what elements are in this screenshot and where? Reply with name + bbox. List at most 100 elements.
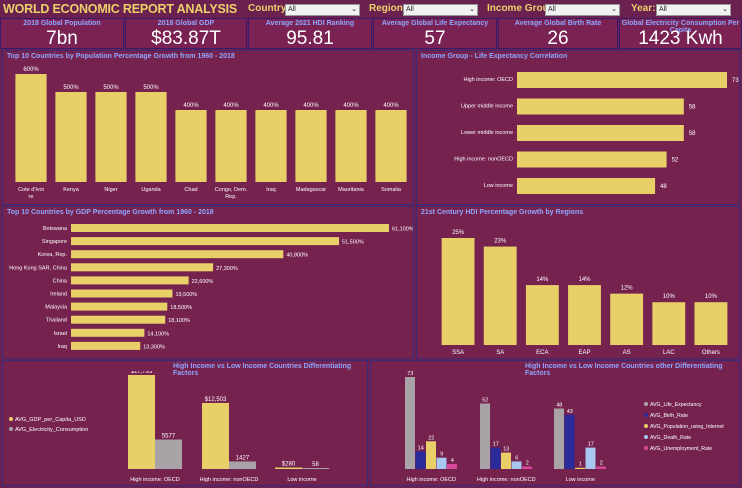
data-label: 6: [515, 455, 518, 461]
x-tick-label: High income: nonOECD: [477, 477, 536, 483]
bar: [554, 408, 564, 469]
data-label: 10%: [663, 294, 676, 300]
data-label: 40,800%: [286, 253, 308, 259]
data-label: 12%: [621, 286, 634, 292]
data-label: 58: [312, 462, 319, 468]
bar: [610, 293, 644, 345]
bar: [175, 110, 207, 182]
bar: [480, 403, 490, 469]
legend-marker: [644, 435, 648, 439]
bar: [441, 238, 475, 345]
bar: [71, 263, 214, 272]
y-tick-label: Botswana: [43, 226, 68, 232]
chart-title: High Income vs Low Income Countries othe…: [525, 363, 723, 377]
x-tick-label: AS: [623, 350, 631, 356]
x-tick-label: Kenya: [63, 187, 80, 193]
x-tick-label: SA: [496, 350, 504, 356]
bar: [275, 467, 302, 469]
data-label: 400%: [183, 103, 199, 109]
x-tick-label: Low income: [287, 477, 316, 483]
data-label: 13,300%: [143, 344, 165, 350]
chevron-down-icon: ⌄: [611, 6, 617, 13]
bar: [694, 302, 728, 345]
year-dropdown[interactable]: All ⌄: [656, 4, 731, 16]
bar: [135, 92, 167, 182]
bar: [436, 457, 447, 469]
data-label: 10%: [705, 294, 718, 300]
data-label: 4: [451, 458, 454, 464]
x-tick-label: Iraq: [266, 187, 275, 193]
gdp-growth-chart: Botswana 61,100% Singapore 51,500% Korea, Re…: [9, 224, 413, 350]
legend-marker: [9, 417, 13, 421]
legend-label: AVG_Electricity_Consumption: [15, 427, 88, 433]
bar: [95, 92, 127, 182]
region-dropdown[interactable]: All ⌄: [403, 4, 478, 16]
bar: [215, 110, 247, 182]
kpi-value: 95.81: [286, 28, 334, 49]
data-label: 400%: [343, 103, 359, 109]
kpi-label: Average Global Birth Rate: [514, 20, 602, 27]
bar: [202, 402, 229, 469]
panel-gdp-growth: Top 10 Countries by GDP Percentage Growt…: [2, 206, 414, 359]
bar: [71, 289, 173, 298]
data-label: 400%: [263, 103, 279, 109]
data-label: 58: [689, 131, 696, 137]
y-tick-label: Thailand: [46, 318, 67, 324]
kpi-card-life-expectancy: Average Global Life Expectancy 57: [373, 18, 497, 49]
data-label: 51,500%: [342, 240, 364, 246]
bar: [71, 237, 340, 246]
bar: [229, 461, 256, 469]
x-tick-label: SSA: [452, 350, 464, 356]
x-tick-label: Uganda: [141, 187, 161, 193]
x-tick-label: Niger: [104, 187, 117, 193]
data-label: 52: [672, 158, 679, 164]
x-tick-label: EAP: [578, 350, 590, 356]
chart-title: Income Group - Life Expectancy Correlati…: [421, 53, 568, 60]
data-label: $280: [282, 462, 296, 468]
data-label: 22: [428, 435, 434, 441]
kpi-value: 57: [424, 28, 446, 49]
legend-label: AVG_Birth_Rate: [650, 413, 688, 419]
kpi-value: 26: [547, 28, 569, 49]
bar: [71, 224, 389, 232]
x-tick-label: Mauritania: [338, 187, 365, 193]
panel-other-factors: High Income vs Low Income Countries othe…: [370, 360, 740, 486]
income-group-dropdown[interactable]: All ⌄: [545, 4, 620, 16]
x-tick-label: Low income: [566, 477, 595, 483]
data-label: 600%: [23, 67, 39, 73]
legend-marker: [644, 402, 648, 406]
bar: [415, 451, 426, 469]
data-label: 14,100%: [147, 331, 169, 337]
bar: [522, 466, 532, 469]
kpi-card-gdp: 2018 Global GDP $83.87T: [125, 18, 247, 49]
data-label: 25%: [452, 230, 465, 236]
bar: [517, 151, 667, 168]
legend-marker: [644, 424, 648, 428]
chevron-down-icon: ⌄: [469, 6, 475, 13]
bar: [585, 447, 596, 469]
y-tick-label: Singapore: [42, 239, 67, 245]
kpi-label: 2018 Global GDP: [157, 20, 215, 27]
legend-marker: [644, 413, 648, 417]
data-label: 61,100%: [392, 227, 413, 233]
page-title: WORLD ECONOMIC REPORT ANALYSIS: [3, 2, 238, 16]
country-dropdown-value: All: [288, 6, 296, 13]
legend-label: AVG_Death_Rate: [650, 435, 691, 441]
bar: [517, 98, 684, 115]
data-label: 48: [556, 403, 562, 409]
bar: [155, 439, 182, 469]
bar: [71, 250, 284, 259]
data-label: 1: [579, 462, 582, 468]
data-label: 22,600%: [192, 279, 214, 285]
data-label: 14%: [536, 277, 549, 283]
x-tick-label: Somalia: [381, 187, 402, 193]
data-label: 400%: [383, 103, 399, 109]
income-factors-chart: AVG_GDP_per_Capita_USD AVG_Electricity_Co…: [9, 371, 329, 483]
panel-income-factors: High Income vs Low Income Countries Diff…: [2, 360, 368, 486]
bar: [596, 466, 606, 469]
data-label: 500%: [103, 85, 119, 91]
panel-life-expectancy: Income Group - Life Expectancy Correlati…: [416, 50, 740, 205]
chart-title: Top 10 Countries by Population Percentag…: [7, 53, 235, 60]
x-tick-label: Madagascar: [296, 187, 326, 193]
country-dropdown[interactable]: All ⌄: [285, 4, 360, 16]
